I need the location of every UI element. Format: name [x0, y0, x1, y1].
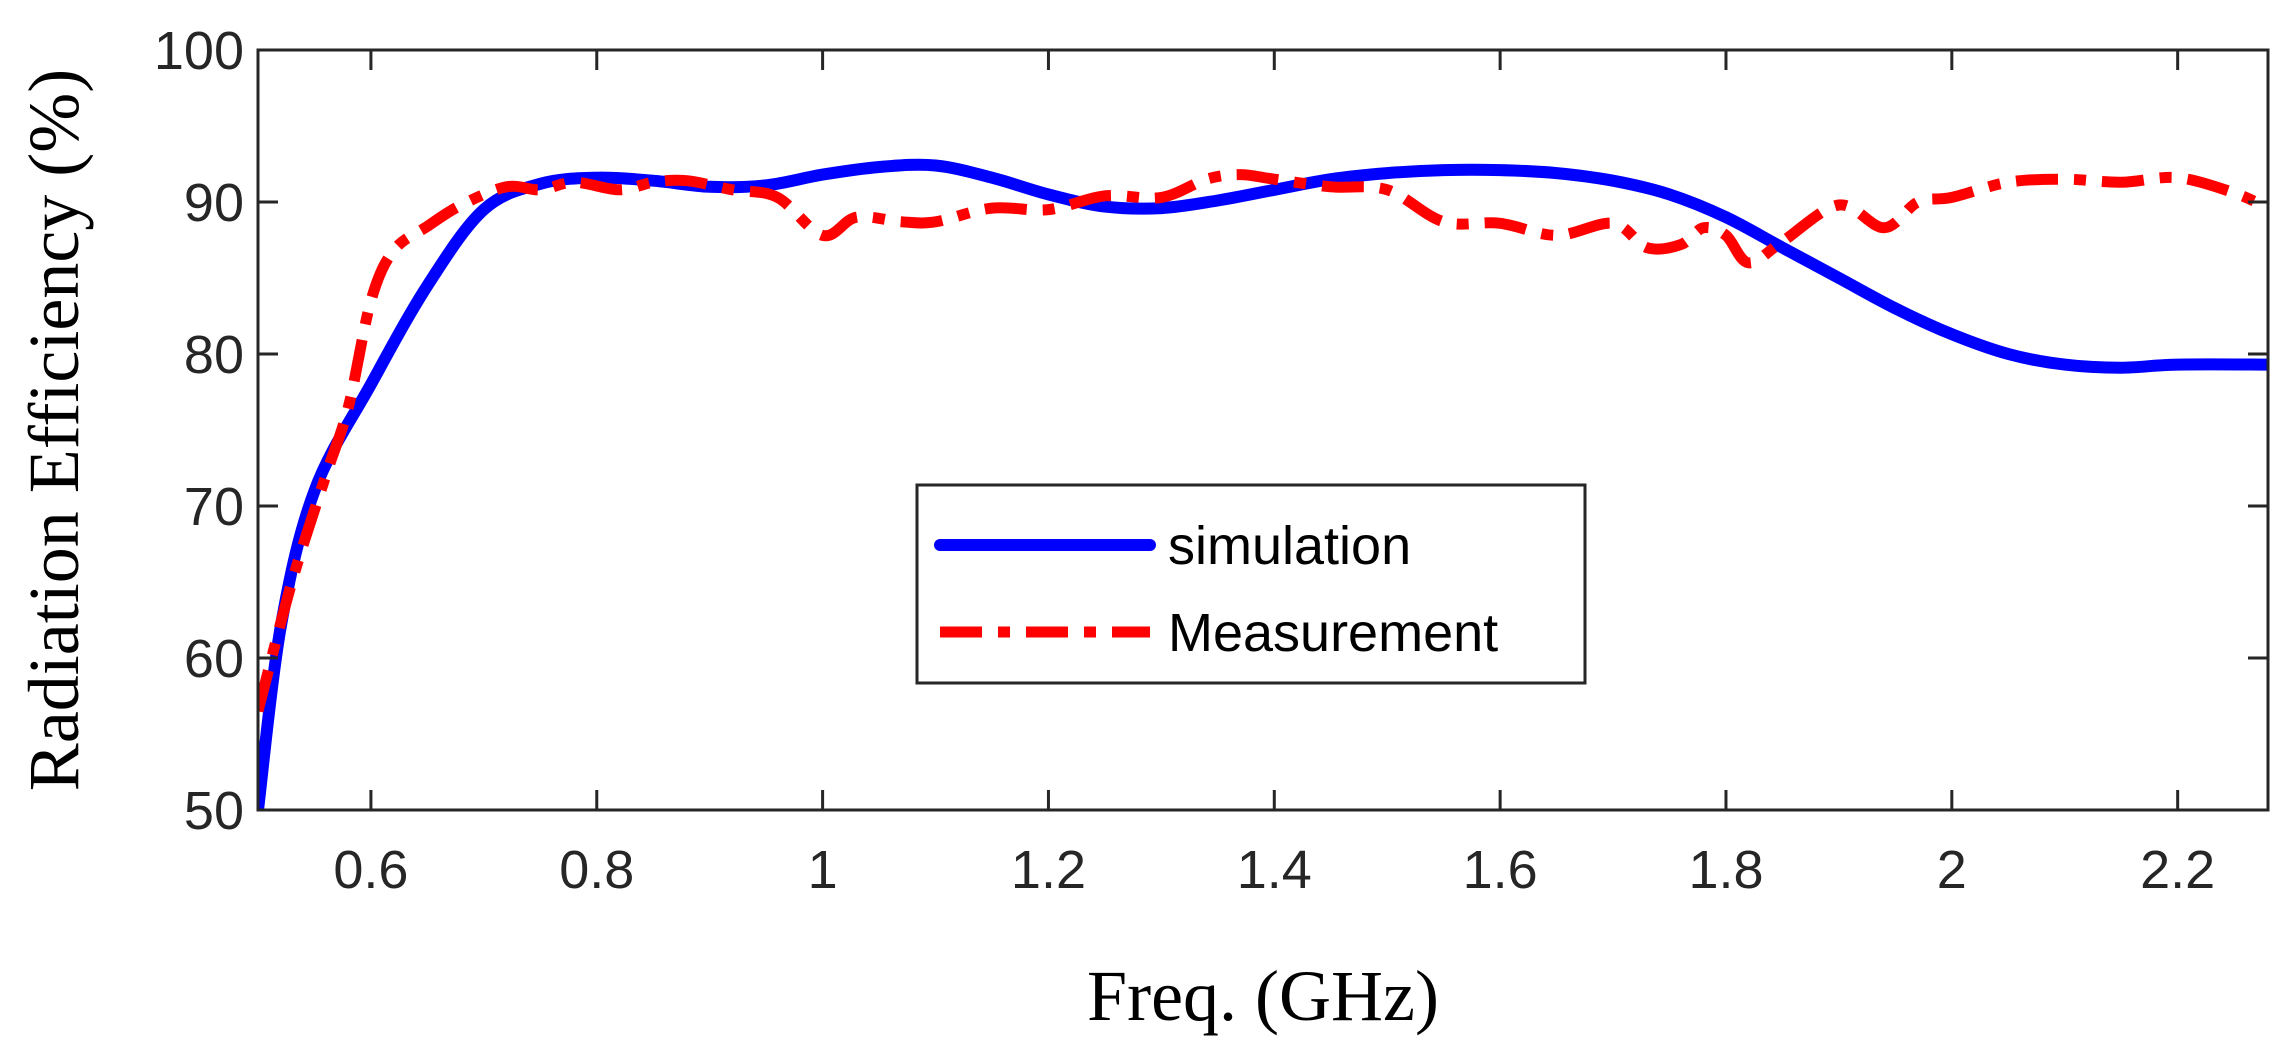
y-tick-label: 80: [184, 325, 244, 385]
plot-background: [258, 50, 2268, 810]
x-axis-ticks: 0.6 0.8 1 1.2 1.4 1.6 1.8 2 2.2: [333, 50, 2215, 900]
x-tick-label: 1.8: [1688, 840, 1763, 900]
x-tick-label: 1.2: [1011, 840, 1086, 900]
series-layer: [258, 158, 2268, 810]
y-axis-ticks: 50 60 70 80 90 100: [154, 21, 2268, 841]
series-line-measurement: [258, 169, 2268, 713]
legend-box: [915, 483, 1587, 685]
x-tick-label: 1: [808, 840, 838, 900]
y-tick-label: 50: [184, 781, 244, 841]
y-tick-label: 70: [184, 477, 244, 537]
legend: simulation Measurement: [915, 483, 1587, 685]
y-axis-title: Radiation Efficiency (%): [14, 69, 94, 791]
x-tick-label: 0.6: [333, 840, 408, 900]
legend-label-simulation: simulation: [1168, 516, 1411, 576]
x-tick-label: 1.4: [1237, 840, 1312, 900]
x-tick-label: 2: [1937, 840, 1967, 900]
plot-frame: [256, 48, 2270, 812]
x-tick-label: 1.6: [1463, 840, 1538, 900]
y-tick-label: 100: [154, 21, 244, 81]
series-line-simulation: [258, 158, 2268, 810]
y-tick-label: 60: [184, 629, 244, 689]
legend-label-measurement: Measurement: [1168, 603, 1498, 663]
x-tick-label: 0.8: [559, 840, 634, 900]
y-tick-label: 90: [184, 173, 244, 233]
x-axis-title: Freq. (GHz): [1087, 956, 1439, 1036]
x-tick-label: 2.2: [2140, 840, 2215, 900]
